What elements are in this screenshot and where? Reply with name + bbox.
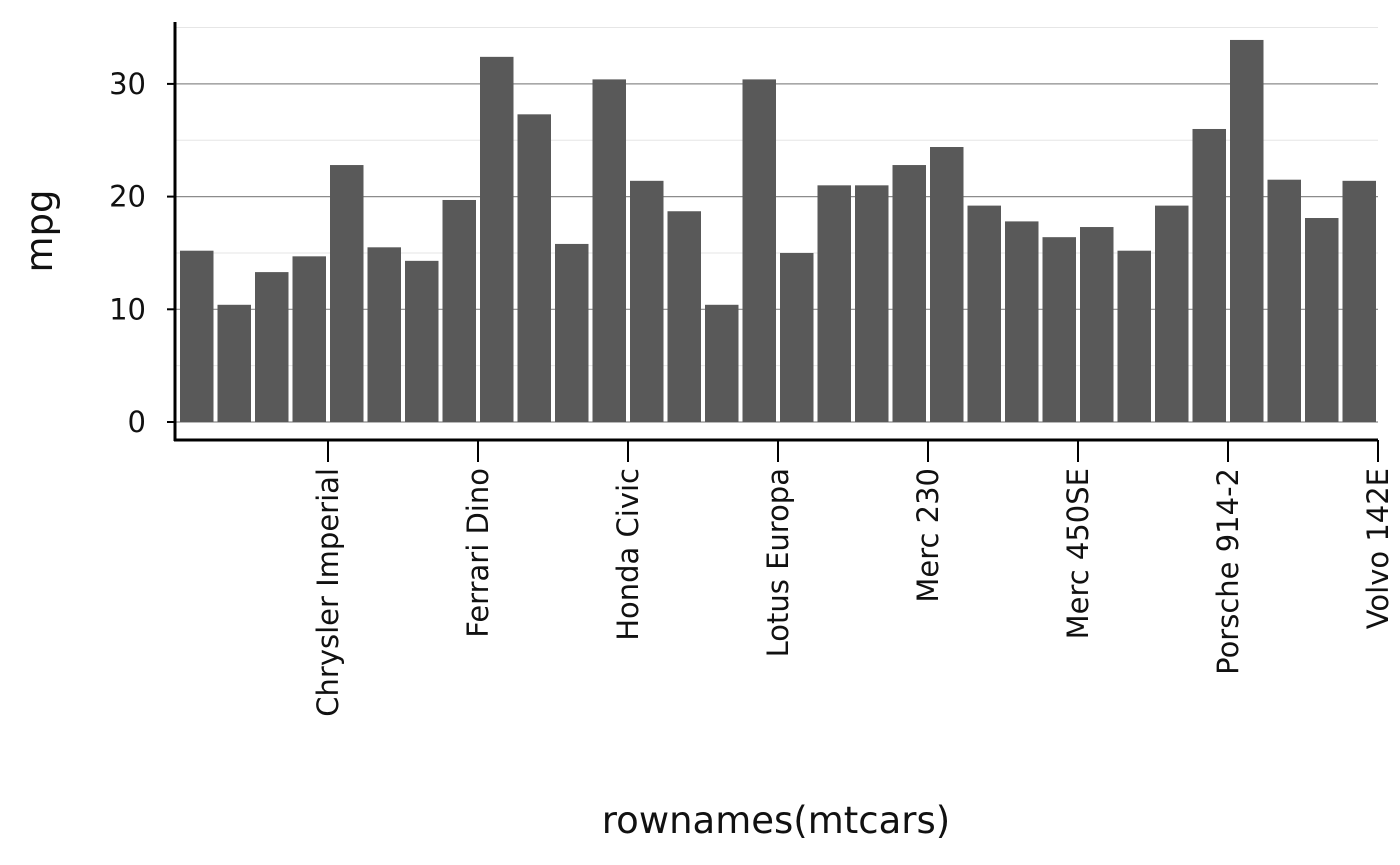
x-axis-title: rownames(mtcars) bbox=[602, 799, 950, 842]
bar bbox=[480, 56, 514, 423]
bar bbox=[1230, 39, 1264, 423]
bar bbox=[892, 165, 926, 422]
bar bbox=[1117, 250, 1151, 422]
bar bbox=[517, 114, 551, 422]
bar bbox=[1155, 205, 1189, 422]
y-ticks: 0 10 20 30 bbox=[109, 67, 175, 439]
x-tick-label: Chrysler Imperial bbox=[311, 468, 345, 717]
bar bbox=[330, 165, 364, 422]
x-tick-label: Porsche 914-2 bbox=[1211, 468, 1245, 675]
bar bbox=[217, 304, 251, 422]
bar bbox=[855, 185, 889, 422]
bar bbox=[1267, 179, 1301, 422]
x-tick-label: Volvo 142E bbox=[1361, 468, 1395, 629]
bar bbox=[1342, 180, 1376, 422]
bar bbox=[930, 147, 964, 422]
bar bbox=[742, 79, 776, 422]
bars bbox=[180, 39, 1376, 423]
bar bbox=[667, 211, 701, 422]
bar bbox=[817, 185, 851, 422]
bar bbox=[1005, 221, 1039, 422]
y-tick-label: 20 bbox=[109, 180, 146, 214]
bar bbox=[180, 250, 214, 422]
x-tick-label: Lotus Europa bbox=[761, 468, 795, 657]
bar bbox=[1042, 237, 1076, 422]
bar bbox=[555, 243, 589, 422]
bar bbox=[592, 79, 626, 422]
x-tick-label: Honda Civic bbox=[611, 468, 645, 641]
x-tick-label: Merc 450SE bbox=[1061, 468, 1095, 639]
y-tick-label: 0 bbox=[128, 405, 146, 439]
bar bbox=[367, 247, 401, 422]
bar bbox=[255, 272, 289, 422]
bar bbox=[967, 205, 1001, 422]
bar bbox=[1305, 218, 1339, 422]
bar bbox=[705, 304, 739, 422]
y-axis-title: mpg bbox=[18, 189, 61, 272]
bar bbox=[442, 199, 476, 422]
bar bbox=[1080, 227, 1114, 422]
y-tick-label: 30 bbox=[109, 67, 146, 101]
bar bbox=[292, 256, 326, 422]
x-tick-label: Ferrari Dino bbox=[461, 468, 495, 638]
bar bbox=[405, 260, 439, 422]
axes bbox=[173, 22, 1378, 442]
x-tick-label: Merc 230 bbox=[911, 468, 945, 603]
bar bbox=[630, 180, 664, 422]
bar bbox=[780, 252, 814, 422]
bar bbox=[1192, 128, 1226, 423]
x-ticks: Chrysler Imperial Ferrari Dino Honda Civic… bbox=[311, 440, 1395, 717]
y-tick-label: 10 bbox=[109, 292, 146, 326]
